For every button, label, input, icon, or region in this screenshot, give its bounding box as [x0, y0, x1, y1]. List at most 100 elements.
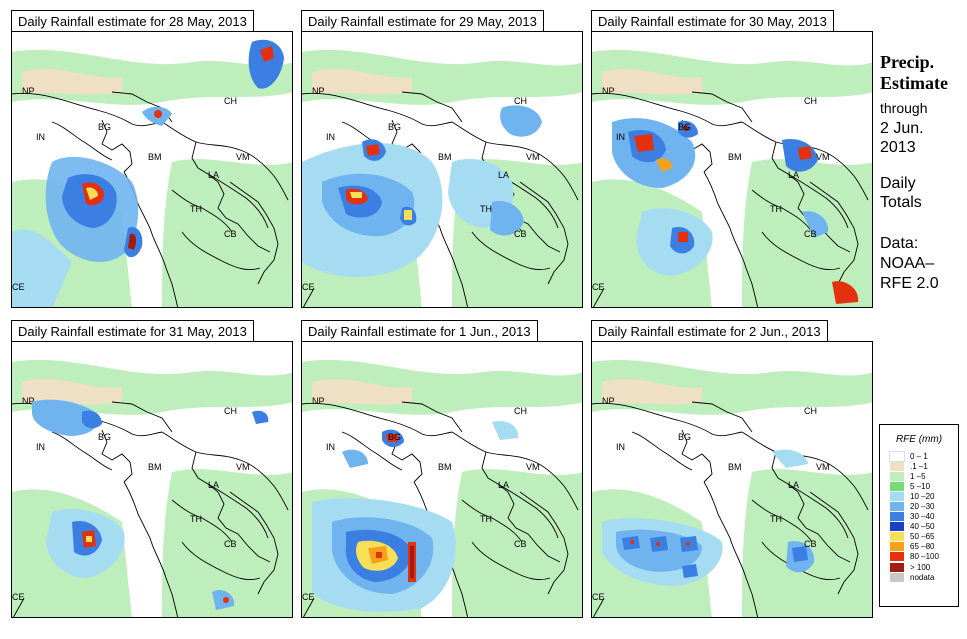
legend-item: 0 – 1 — [889, 450, 958, 462]
legend-swatch — [889, 450, 905, 462]
legend-item: 5 –10 — [890, 481, 958, 491]
legend-label: 80 –100 — [910, 552, 939, 562]
rainfall-panel-2-jun: Daily Rainfall estimate for 2 Jun., 2013… — [591, 320, 873, 618]
map-label-th: TH — [480, 204, 492, 214]
map-label-bm: BM — [148, 462, 162, 472]
map-label-ch: CH — [514, 96, 527, 106]
map-label-la: LA — [498, 170, 509, 180]
side-source1: NOAA– — [880, 255, 935, 272]
legend-item: 40 –50 — [890, 522, 958, 532]
map-label-cb: CB — [224, 229, 237, 239]
map-label-bg: BG — [98, 122, 111, 132]
side-date-line1: 2 Jun. — [880, 120, 924, 137]
map-label-vm: VM — [526, 462, 540, 472]
legend-item: .1 –1 — [890, 461, 958, 471]
map-label-ch: CH — [804, 406, 817, 416]
map-label-ch: CH — [224, 406, 237, 416]
rainfall-map: NP CH IN BG BM VM LA TH CB CE — [591, 31, 873, 308]
side-heading-precip: Precip. — [880, 52, 935, 72]
map-label-bm: BM — [728, 462, 742, 472]
legend-item: 1 –5 — [890, 471, 958, 481]
legend-swatch — [890, 491, 904, 501]
legend-label: 0 – 1 — [910, 451, 928, 461]
map-label-la: LA — [788, 480, 799, 490]
legend-rows: 0 – 1.1 –1 1 –5 5 –10 10 –20 20 –30 30 –40 40 … — [880, 450, 958, 582]
rainfall-map: NP CH IN BG BM VM LA TH CB CE — [301, 341, 583, 618]
legend-label: 10 –20 — [910, 491, 935, 501]
map-label-ce: CE — [12, 592, 25, 602]
panel-title: Daily Rainfall estimate for 28 May, 2013 — [11, 10, 254, 32]
legend-item: 30 –40 — [890, 512, 958, 522]
side-totals: Totals — [880, 194, 922, 211]
rainfall-legend: RFE (mm) 0 – 1.1 –1 1 –5 5 –10 10 –20 20 –30… — [879, 424, 959, 607]
map-label-th: TH — [190, 514, 202, 524]
map-label-ce: CE — [302, 592, 315, 602]
map-label-cb: CB — [514, 539, 527, 549]
map-label-vm: VM — [526, 152, 540, 162]
rainfall-map: NP CH IN BG BM VM LA TH CB CE — [11, 31, 293, 308]
map-label-bg: BG — [388, 432, 401, 442]
map-label-ch: CH — [804, 96, 817, 106]
legend-label: 30 –40 — [910, 512, 935, 522]
map-label-la: LA — [208, 480, 219, 490]
side-daily: Daily — [880, 175, 916, 192]
map-label-np: NP — [602, 396, 615, 406]
map-label-bg: BG — [678, 122, 691, 132]
map-label-vm: VM — [816, 152, 830, 162]
legend-label: 50 –65 — [910, 532, 935, 542]
map-label-ce: CE — [302, 282, 315, 292]
legend-label: nodata — [910, 572, 935, 582]
side-heading-estimate: Estimate — [880, 73, 948, 93]
side-data-label: Data: — [880, 235, 919, 252]
map-label-cb: CB — [514, 229, 527, 239]
legend-label: 1 –5 — [910, 471, 926, 481]
map-label-ce: CE — [592, 592, 605, 602]
rainfall-panel-1-jun: Daily Rainfall estimate for 1 Jun., 2013… — [301, 320, 583, 618]
map-label-la: LA — [498, 480, 509, 490]
map-label-vm: VM — [816, 462, 830, 472]
map-label-np: NP — [602, 86, 615, 96]
legend-swatch — [890, 542, 904, 552]
legend-label: 65 –80 — [910, 542, 935, 552]
map-label-np: NP — [22, 86, 35, 96]
map-label-in: IN — [326, 442, 335, 452]
map-label-bg: BG — [678, 432, 691, 442]
legend-swatch — [890, 502, 904, 512]
panel-title: Daily Rainfall estimate for 30 May, 2013 — [591, 10, 834, 32]
map-label-cb: CB — [804, 539, 817, 549]
panel-title: Daily Rainfall estimate for 29 May, 2013 — [301, 10, 544, 32]
map-label-bg: BG — [388, 122, 401, 132]
map-label-la: LA — [788, 170, 799, 180]
legend-swatch — [890, 471, 904, 481]
side-source2: RFE 2.0 — [880, 275, 939, 292]
legend-swatch — [890, 512, 904, 522]
side-through: through — [880, 100, 928, 116]
legend-swatch — [890, 461, 904, 471]
legend-swatch — [890, 572, 904, 582]
map-label-th: TH — [190, 204, 202, 214]
rainfall-panel-31-may: Daily Rainfall estimate for 31 May, 2013… — [11, 320, 293, 618]
map-label-th: TH — [770, 514, 782, 524]
legend-label: 5 –10 — [910, 481, 931, 491]
map-label-in: IN — [36, 132, 45, 142]
legend-item: nodata — [890, 572, 958, 582]
map-label-in: IN — [616, 442, 625, 452]
rainfall-map: NP CH IN BG BM VM LA TH CB CE — [301, 31, 583, 308]
map-label-cb: CB — [224, 539, 237, 549]
map-label-vm: VM — [236, 462, 250, 472]
map-label-bm: BM — [148, 152, 162, 162]
rainfall-panel-29-may: Daily Rainfall estimate for 29 May, 2013… — [301, 10, 583, 308]
legend-swatch — [890, 481, 904, 491]
map-label-in: IN — [616, 132, 625, 142]
legend-item: 65 –80 — [890, 542, 958, 552]
map-label-bm: BM — [728, 152, 742, 162]
map-label-ch: CH — [514, 406, 527, 416]
map-label-th: TH — [770, 204, 782, 214]
legend-item: 80 –100 — [890, 552, 958, 562]
legend-swatch — [890, 552, 904, 562]
map-label-ch: CH — [224, 96, 237, 106]
map-label-bm: BM — [438, 462, 452, 472]
map-label-np: NP — [312, 86, 325, 96]
side-date-line2: 2013 — [880, 139, 916, 156]
rainfall-panel-30-may: Daily Rainfall estimate for 30 May, 2013… — [591, 10, 873, 308]
